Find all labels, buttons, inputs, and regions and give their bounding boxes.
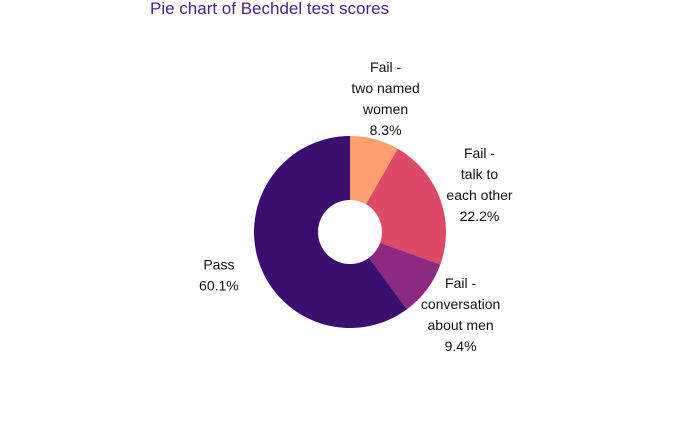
slice-label: Fail - talk to each other 22.2% — [446, 145, 512, 224]
slice-name-line: Pass — [203, 257, 234, 273]
slice-name-line: about men — [428, 317, 494, 333]
slice-label: Pass 60.1% — [199, 257, 239, 294]
slice-label: Fail - conversation about men 9.4% — [421, 275, 500, 354]
slice-name-line: Fail - — [370, 59, 401, 75]
slice-percent-label: 9.4% — [445, 338, 477, 354]
slice-name-line: two named — [351, 80, 419, 96]
slice-labels: Fail - two named women 8.3% Fail - talk to eac… — [199, 59, 513, 354]
slice-name-line: Fail - — [445, 275, 476, 291]
slice-percent-label: 8.3% — [370, 122, 402, 138]
slice-name-line: conversation — [421, 296, 500, 312]
chart-title: Pie chart of Bechdel test scores — [150, 0, 389, 18]
slice-name-line: talk to — [461, 166, 499, 182]
slice-label: Fail - two named women 8.3% — [351, 59, 419, 138]
slice-percent-label: 22.2% — [460, 208, 500, 224]
slice-name-line: Fail - — [464, 145, 495, 161]
slice-percent-label: 60.1% — [199, 278, 239, 294]
slice-name-line: women — [362, 101, 408, 117]
slice-name-line: each other — [446, 187, 512, 203]
donut-hole — [318, 200, 382, 264]
